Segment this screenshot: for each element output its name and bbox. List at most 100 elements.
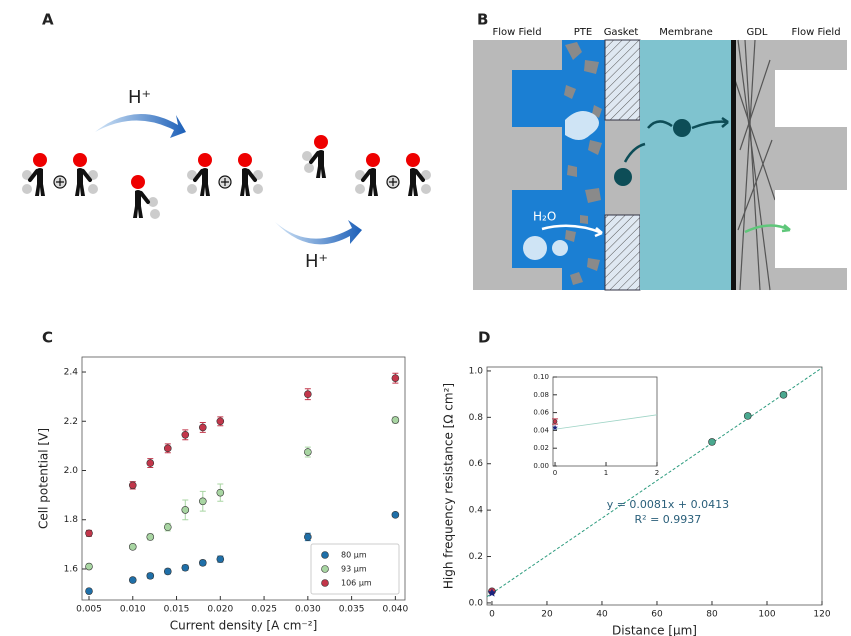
y-tick-label: 0.2 xyxy=(469,552,483,562)
water-pair xyxy=(22,153,98,196)
x-tick-label: 80 xyxy=(706,610,718,620)
legend-label: 80 µm xyxy=(341,551,367,560)
y-tick-label: 2.4 xyxy=(64,368,79,378)
layer-label: Flow Field xyxy=(492,27,541,38)
layer-label: Gasket xyxy=(604,27,639,38)
point xyxy=(391,374,400,382)
annotation: y = 0.0081x + 0.0413 xyxy=(607,498,729,511)
layer-label: Flow Field xyxy=(791,27,840,38)
panel-letter: C xyxy=(42,329,53,347)
point xyxy=(128,543,137,551)
point xyxy=(128,576,137,584)
y-tick-label: 0.4 xyxy=(469,506,484,516)
fit-line xyxy=(486,367,823,598)
water-molecule xyxy=(302,133,330,180)
channel xyxy=(775,70,847,127)
point xyxy=(552,419,558,424)
x-tick-label: 0.040 xyxy=(382,605,408,615)
y-tick-label: 0.10 xyxy=(533,373,549,381)
x-tick-label: 0.005 xyxy=(76,605,102,615)
point xyxy=(146,533,155,541)
y-tick-label: 0.8 xyxy=(469,413,484,423)
diagram-b: H₂O Flow Field PTE Gasket Membrane GDL F… xyxy=(473,27,847,291)
water-pair xyxy=(187,153,263,196)
point xyxy=(216,488,225,497)
membrane xyxy=(640,40,733,290)
layer-label: PTE xyxy=(574,27,592,38)
flow-arrow xyxy=(541,224,603,238)
pte-particles xyxy=(564,42,602,285)
y-tick-label: 1.8 xyxy=(64,515,79,525)
x-tick-label: 60 xyxy=(651,610,663,620)
layer-label: GDL xyxy=(746,27,767,38)
legend-label: 93 µm xyxy=(341,565,367,574)
flow-arrow xyxy=(623,142,646,163)
legend-label: 106 µm xyxy=(341,579,372,588)
x-tick-label: 0 xyxy=(489,610,495,620)
point xyxy=(304,390,312,398)
y-tick-label: 0.02 xyxy=(533,444,549,452)
y-tick-label: 2.0 xyxy=(64,466,79,476)
x-tick-label: 0.015 xyxy=(164,605,190,615)
x-tick-label: 120 xyxy=(813,610,830,620)
y-tick-label: 0.06 xyxy=(533,409,549,417)
y-tick-label: 0.6 xyxy=(469,459,484,469)
flow-arrow xyxy=(744,224,791,234)
x-tick-label: 0 xyxy=(553,469,557,477)
panel-letter: A xyxy=(42,11,54,29)
panel-letter: D xyxy=(478,329,490,347)
bubble xyxy=(523,236,547,260)
channel xyxy=(512,70,564,127)
proton-label: H⁺ xyxy=(128,87,151,108)
point xyxy=(163,567,172,576)
point xyxy=(391,511,400,519)
point xyxy=(304,448,312,456)
legend-marker xyxy=(321,551,329,559)
x-tick-label: 0.030 xyxy=(295,605,321,615)
point xyxy=(487,588,497,597)
proton-arrow xyxy=(275,220,362,245)
point xyxy=(181,563,190,572)
x-tick-label: 1 xyxy=(604,469,608,477)
legend xyxy=(310,543,400,595)
y-tick-label: 1.0 xyxy=(469,366,484,376)
y-tick-label: 0.08 xyxy=(533,391,549,399)
point xyxy=(198,497,207,506)
point xyxy=(743,412,752,420)
gdl-fibers xyxy=(734,39,776,291)
gdl xyxy=(731,40,736,290)
point xyxy=(128,481,137,490)
point xyxy=(304,533,312,541)
gasket xyxy=(604,39,641,121)
point xyxy=(163,444,172,453)
water-pair xyxy=(355,153,431,196)
point xyxy=(708,438,716,446)
water-molecule xyxy=(129,173,160,220)
bubble xyxy=(565,111,599,140)
annotation: R² = 0.9937 xyxy=(635,513,702,526)
pte xyxy=(562,40,605,290)
point xyxy=(146,572,155,580)
x-axis-label: Distance [µm] xyxy=(612,624,697,636)
proton-arrow xyxy=(95,114,186,138)
y-tick-label: 0.0 xyxy=(469,598,484,608)
point xyxy=(216,417,225,426)
x-tick-label: 40 xyxy=(596,610,608,620)
plot-frame xyxy=(552,376,658,467)
panel-letter: B xyxy=(477,11,488,29)
x-tick-label: 0.020 xyxy=(207,605,233,615)
point xyxy=(216,555,225,563)
point xyxy=(198,423,207,432)
proton-label: H⁺ xyxy=(305,251,328,272)
x-tick-label: 0.025 xyxy=(251,605,277,615)
gasket xyxy=(604,214,641,291)
diagram-a: H⁺ H⁺ xyxy=(22,87,431,272)
point xyxy=(198,559,207,567)
layer-label: Membrane xyxy=(659,27,713,38)
point xyxy=(779,391,788,399)
point xyxy=(85,562,93,571)
point xyxy=(181,430,190,439)
y-axis-label: High frequency resistance [Ω cm²] xyxy=(442,383,456,589)
x-tick-label: 20 xyxy=(541,610,553,620)
